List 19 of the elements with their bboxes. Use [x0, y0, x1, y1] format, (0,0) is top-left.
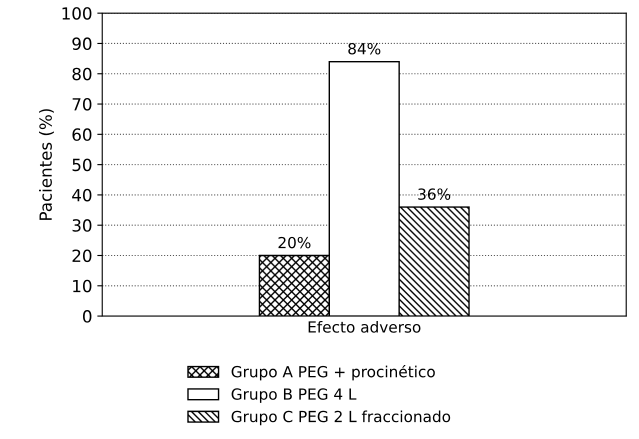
y-axis-title: Pacientes (%) [39, 109, 54, 220]
y-tick-label: 100 [62, 7, 92, 20]
y-tick-label: 50 [72, 158, 92, 172]
y-tick-label: 10 [73, 280, 92, 292]
legend-label: Grupo A PEG + procinético [232, 365, 435, 380]
y-tick-label: 60 [72, 128, 92, 141]
y-tick-label: 30 [72, 219, 92, 232]
y-tick-label: 70 [72, 98, 92, 111]
data-label: 36% [418, 188, 450, 200]
y-tick-label: 90 [72, 37, 92, 50]
y-tick-label: 80 [72, 68, 92, 80]
legend-label: Grupo C PEG 2 L fraccionado [232, 410, 450, 426]
y-tick-label: 0 [83, 310, 92, 323]
legend-label: Grupo B PEG 4 L [232, 388, 356, 403]
data-label: 84% [348, 42, 380, 55]
x-tick-label: Efecto adverso [308, 320, 420, 333]
y-tick-label: 40 [72, 188, 92, 202]
y-tick-label: 20 [72, 249, 92, 262]
data-label: 20% [278, 236, 310, 248]
